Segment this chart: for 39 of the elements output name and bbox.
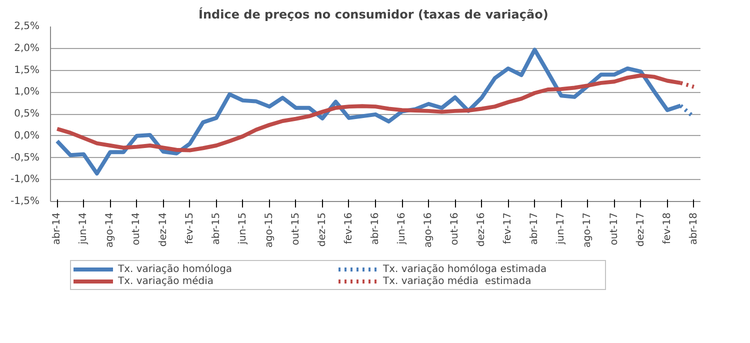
x-tick-label: out-14 bbox=[131, 212, 142, 246]
y-tick-label: -0,5% bbox=[10, 152, 40, 164]
x-tick-label: ago-17 bbox=[582, 212, 594, 248]
x-tick-label: abr-16 bbox=[370, 212, 381, 245]
x-tick-label: dez-17 bbox=[635, 212, 646, 247]
x-tick-label: jun-16 bbox=[396, 212, 408, 246]
y-tick-label: 2,0% bbox=[14, 42, 40, 54]
x-tick-label: abr-17 bbox=[529, 212, 540, 245]
x-tick-label: ago-14 bbox=[104, 212, 116, 248]
x-tick-label: fev-17 bbox=[502, 212, 514, 244]
y-tick-label: 1,0% bbox=[14, 86, 40, 98]
x-tick-label: dez-15 bbox=[316, 212, 328, 247]
x-tick-label: out-15 bbox=[290, 212, 302, 246]
x-tick-label: ago-15 bbox=[264, 212, 275, 248]
x-tick-label: ago-16 bbox=[423, 212, 434, 248]
x-tick-label: abr-14 bbox=[52, 212, 63, 245]
chart-title: Índice de preços no consumidor (taxas de variação) bbox=[198, 6, 548, 22]
x-tick-label: abr-18 bbox=[688, 212, 700, 245]
legend-label: Tx. variação média bbox=[118, 275, 215, 287]
legend-label: Tx. variação homóloga bbox=[118, 263, 234, 275]
y-tick-label: 0,5% bbox=[14, 108, 40, 120]
legend-label: Tx. variação média estimada bbox=[383, 275, 532, 287]
x-tick-label: out-17 bbox=[608, 212, 620, 246]
y-tick-label: 2,5% bbox=[14, 21, 40, 32]
y-tick-label: -1,5% bbox=[10, 196, 40, 207]
x-tick-label: fev-16 bbox=[343, 212, 354, 244]
x-tick-label: fev-15 bbox=[184, 212, 196, 244]
x-tick-label: jun-17 bbox=[556, 212, 567, 246]
x-tick-label: fev-18 bbox=[662, 212, 673, 244]
x-tick-label: jun-15 bbox=[237, 212, 248, 246]
x-tick-label: dez-16 bbox=[476, 212, 488, 247]
legend-label: Tx. variação homóloga estimada bbox=[383, 263, 548, 275]
x-tick-label: dez-14 bbox=[158, 212, 169, 247]
y-tick-label: 0,0% bbox=[14, 130, 40, 142]
x-tick-label: jun-14 bbox=[78, 212, 90, 246]
y-tick-label: -1,0% bbox=[10, 174, 40, 186]
x-tick-label: abr-15 bbox=[210, 212, 222, 245]
x-tick-label: out-16 bbox=[450, 212, 461, 246]
y-tick-label: 1,5% bbox=[14, 64, 40, 76]
